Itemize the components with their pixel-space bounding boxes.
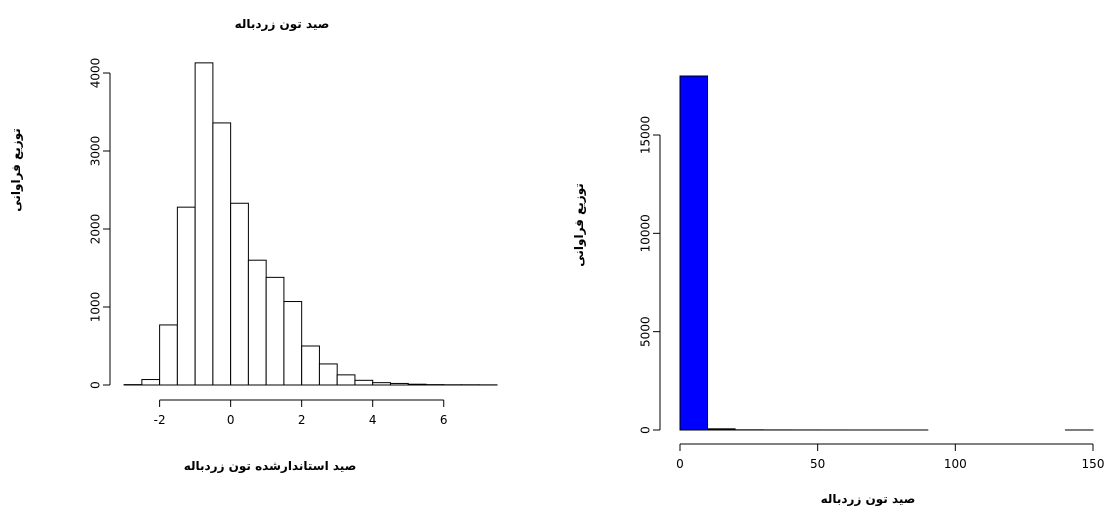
bar	[408, 384, 426, 385]
x-tick-label: 4	[369, 413, 377, 427]
y-tick-label: 3000	[89, 136, 103, 167]
y-tick-label: 10000	[639, 214, 653, 252]
y-axis-label: توزیع فراوانی	[572, 183, 587, 266]
bar	[319, 364, 337, 385]
y-axis-label: توزیع فراوانی	[9, 128, 24, 211]
chart-2: 0 50 100 150 0 5000 10000 15000 صید تون زردباله ت…	[572, 76, 1104, 507]
y-tick-label: 2000	[89, 214, 103, 245]
y-tick-label: 0	[89, 381, 103, 389]
y-tick-label: 0	[639, 426, 653, 434]
bar	[195, 63, 213, 385]
bar	[213, 123, 231, 385]
chart-1: -2 0 2 4 6 0 1000 2000 3000 4000 صید تون زردباله صی…	[9, 17, 497, 474]
bar	[248, 260, 266, 385]
bar	[160, 325, 178, 385]
bar	[390, 383, 408, 385]
bar	[266, 277, 284, 385]
bar	[142, 380, 160, 385]
bar	[231, 203, 249, 385]
bar	[708, 429, 736, 430]
bar	[302, 346, 320, 385]
bar	[177, 207, 195, 385]
bar	[337, 375, 355, 385]
bar	[284, 302, 302, 385]
y-tick-label: 4000	[89, 58, 103, 89]
x-axis-label: صید تون زردباله	[821, 492, 916, 507]
x-tick-label: -2	[154, 413, 166, 427]
x-tick-label: 50	[810, 457, 825, 471]
x-tick-label: 100	[944, 457, 967, 471]
chart-title: صید تون زردباله	[235, 17, 330, 32]
x-tick-label: 150	[1082, 457, 1105, 471]
x-axis-label: صید استاندارشده تون زردباله	[184, 459, 357, 474]
x-tick-label: 2	[298, 413, 306, 427]
y-tick-label: 1000	[89, 292, 103, 323]
y-tick-label: 5000	[639, 316, 653, 347]
bar	[373, 383, 391, 385]
x-tick-label: 0	[676, 457, 684, 471]
x-tick-label: 6	[440, 413, 448, 427]
y-tick-label: 15000	[639, 116, 653, 154]
x-tick-label: 0	[227, 413, 235, 427]
bar	[680, 76, 708, 430]
bar	[355, 380, 373, 385]
